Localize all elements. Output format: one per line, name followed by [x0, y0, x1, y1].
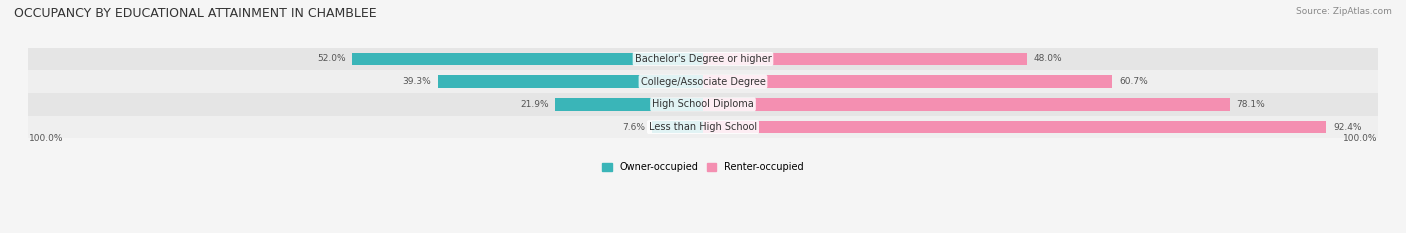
Text: Less than High School: Less than High School [650, 122, 756, 132]
Text: Source: ZipAtlas.com: Source: ZipAtlas.com [1296, 7, 1392, 16]
Text: Bachelor's Degree or higher: Bachelor's Degree or higher [634, 54, 772, 64]
Text: 100.0%: 100.0% [1343, 134, 1378, 143]
Bar [28, 48, 1378, 70]
Bar [437, 75, 703, 88]
Bar [703, 53, 1026, 65]
Bar [703, 121, 1326, 133]
Text: 100.0%: 100.0% [28, 134, 63, 143]
Text: High School Diploma: High School Diploma [652, 99, 754, 109]
Text: 52.0%: 52.0% [316, 54, 346, 63]
Bar [703, 75, 1112, 88]
Text: 7.6%: 7.6% [621, 123, 645, 132]
Text: College/Associate Degree: College/Associate Degree [641, 77, 765, 87]
Text: 48.0%: 48.0% [1033, 54, 1062, 63]
Text: 39.3%: 39.3% [402, 77, 432, 86]
Text: 92.4%: 92.4% [1333, 123, 1361, 132]
Legend: Owner-occupied, Renter-occupied: Owner-occupied, Renter-occupied [599, 158, 807, 176]
Bar [555, 98, 703, 111]
Bar [28, 93, 1378, 116]
Bar [28, 116, 1378, 138]
Text: 21.9%: 21.9% [520, 100, 548, 109]
Bar [652, 121, 703, 133]
Bar [353, 53, 703, 65]
Bar [28, 70, 1378, 93]
Text: OCCUPANCY BY EDUCATIONAL ATTAINMENT IN CHAMBLEE: OCCUPANCY BY EDUCATIONAL ATTAINMENT IN C… [14, 7, 377, 20]
Text: 60.7%: 60.7% [1119, 77, 1147, 86]
Text: 78.1%: 78.1% [1236, 100, 1265, 109]
Bar [703, 98, 1230, 111]
